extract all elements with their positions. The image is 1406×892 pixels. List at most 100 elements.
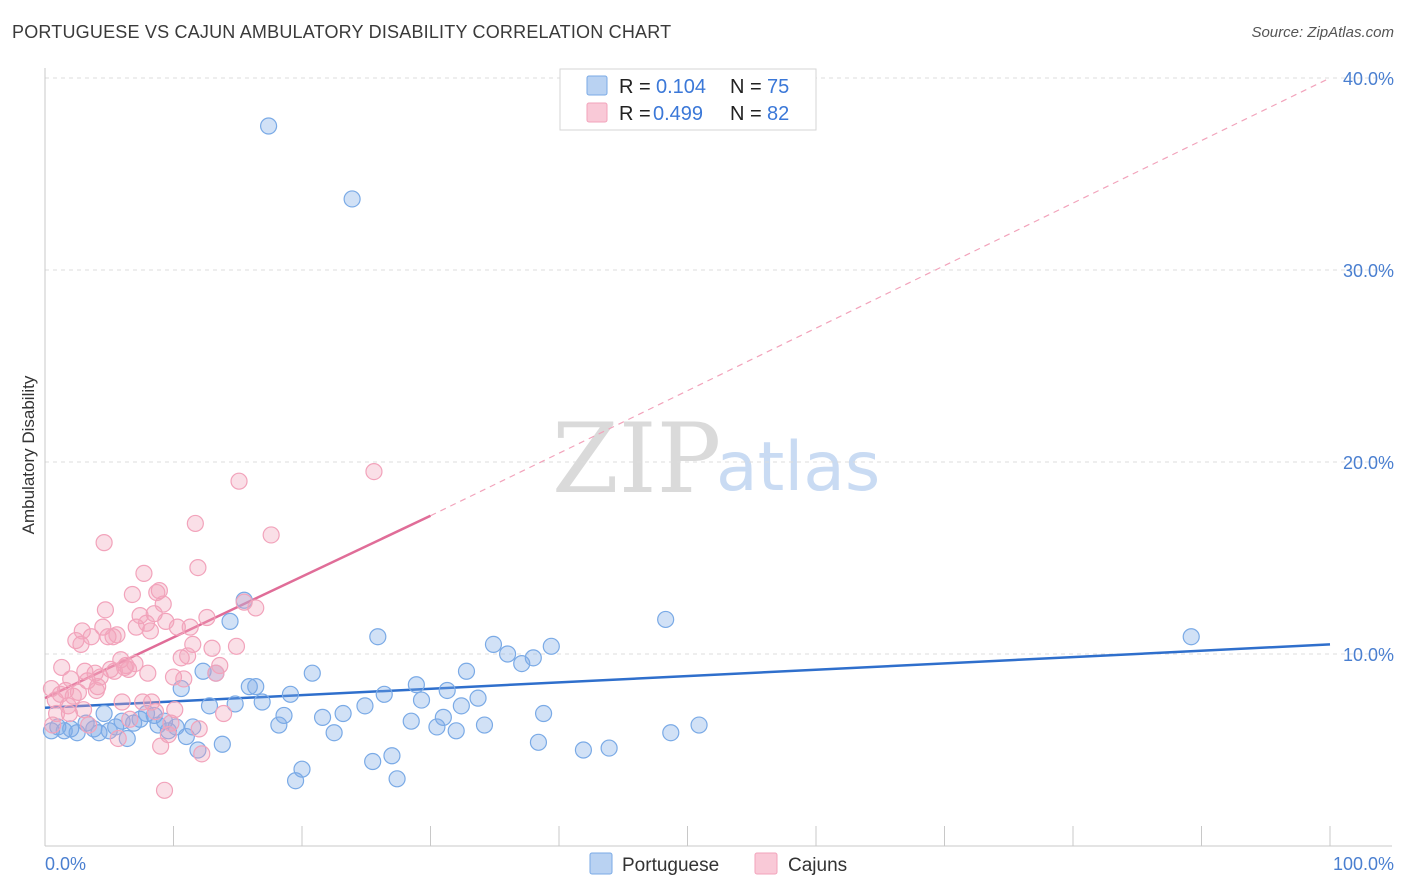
- point-portuguese-74: [690, 716, 708, 734]
- point-cajuns-65: [121, 710, 139, 728]
- legend-r-value-portuguese: 0.104: [656, 76, 706, 98]
- point-portuguese-0: [259, 117, 278, 135]
- point-cajuns-71: [155, 781, 174, 799]
- point-cajuns-35: [150, 582, 168, 600]
- point-cajuns-39: [162, 714, 180, 732]
- point-portuguese-49: [375, 685, 393, 703]
- point-cajuns-61: [59, 697, 77, 715]
- y-tick-label-40: 40.0%: [1343, 69, 1394, 89]
- point-portuguese-54: [412, 691, 431, 709]
- legend-n-label-cajuns: N =: [730, 103, 762, 125]
- point-portuguese-34: [240, 678, 258, 696]
- point-cajuns-43: [175, 670, 193, 688]
- point-cajuns-73: [87, 681, 106, 700]
- point-portuguese-53: [407, 676, 425, 694]
- y-tick-label-30: 30.0%: [1343, 261, 1394, 281]
- point-cajuns-67: [134, 693, 152, 711]
- point-cajuns-80: [190, 720, 208, 738]
- point-portuguese-27: [194, 662, 212, 680]
- point-cajuns-27: [123, 585, 141, 604]
- legend-r-label-cajuns: R =: [619, 103, 651, 125]
- point-portuguese-67: [529, 733, 548, 751]
- bottom-legend-label-cajuns: Cajuns: [788, 855, 847, 876]
- gridlines: [45, 77, 1392, 655]
- point-cajuns-14: [82, 628, 100, 646]
- point-portuguese-37: [270, 716, 288, 734]
- point-cajuns-57: [247, 599, 265, 617]
- x-tick-label-max: 100.0%: [1333, 854, 1394, 874]
- point-cajuns-9: [62, 670, 80, 688]
- point-cajuns-81: [211, 656, 229, 675]
- point-cajuns-78: [146, 702, 165, 721]
- point-portuguese-24: [177, 727, 195, 746]
- point-portuguese-10: [95, 704, 113, 723]
- y-axis-label: Ambulatory Disability: [19, 375, 38, 534]
- point-cajuns-41: [168, 618, 186, 636]
- point-portuguese-46: [356, 697, 374, 715]
- point-cajuns-48: [189, 558, 207, 577]
- point-cajuns-8: [53, 658, 71, 677]
- legend-swatch-cajuns: [586, 102, 608, 123]
- point-portuguese-70: [574, 741, 593, 759]
- trend-extension-cajuns: [430, 77, 1331, 517]
- point-cajuns-47: [186, 514, 204, 533]
- point-cajuns-49: [193, 745, 211, 763]
- point-cajuns-30: [135, 564, 153, 582]
- point-cajuns-6: [69, 683, 88, 702]
- point-portuguese-75: [1182, 628, 1200, 646]
- series-legend: Portuguese Cajuns: [589, 852, 847, 876]
- point-cajuns-74: [74, 701, 93, 719]
- point-cajuns-59: [365, 463, 383, 481]
- point-cajuns-32: [141, 622, 159, 640]
- point-portuguese-61: [469, 689, 487, 707]
- point-portuguese-14: [118, 729, 136, 748]
- point-portuguese-36: [253, 693, 271, 711]
- point-portuguese-41: [293, 760, 311, 778]
- axes: 10.0% 20.0% 30.0% 40.0% 0.0% 100.0%: [44, 68, 1394, 874]
- point-portuguese-50: [383, 747, 401, 765]
- watermark-atlas: atlas: [716, 428, 880, 507]
- point-portuguese-30: [213, 735, 231, 753]
- point-portuguese-58: [447, 722, 465, 740]
- point-portuguese-69: [542, 637, 560, 655]
- point-portuguese-63: [484, 635, 503, 654]
- point-cajuns-12: [76, 662, 94, 680]
- point-cajuns-69: [143, 693, 161, 711]
- point-cajuns-62: [80, 716, 98, 734]
- y-tick-label-10: 10.0%: [1343, 645, 1394, 665]
- point-portuguese-56: [434, 708, 452, 726]
- point-portuguese-1: [343, 190, 361, 208]
- point-cajuns-54: [227, 637, 246, 655]
- point-cajuns-40: [164, 668, 183, 686]
- point-cajuns-36: [154, 595, 172, 613]
- point-cajuns-64: [113, 693, 131, 711]
- point-cajuns-70: [152, 737, 170, 755]
- legend-r-value-cajuns: 0.499: [653, 103, 703, 125]
- point-portuguese-59: [452, 697, 470, 715]
- point-portuguese-68: [534, 704, 553, 723]
- point-portuguese-28: [200, 697, 219, 715]
- point-cajuns-45: [181, 618, 199, 636]
- x-tick-label-min: 0.0%: [45, 854, 86, 874]
- point-cajuns-75: [73, 622, 91, 640]
- point-portuguese-64: [499, 645, 517, 663]
- point-portuguese-35: [247, 678, 265, 696]
- point-cajuns-19: [96, 601, 114, 619]
- point-cajuns-23: [108, 626, 126, 644]
- point-cajuns-55: [230, 472, 248, 490]
- watermark-zip: ZIP: [552, 403, 721, 515]
- point-portuguese-57: [438, 681, 456, 700]
- point-cajuns-51: [203, 639, 221, 657]
- point-portuguese-25: [184, 718, 202, 736]
- point-portuguese-66: [524, 649, 542, 667]
- point-portuguese-38: [275, 706, 293, 725]
- point-cajuns-76: [95, 534, 113, 552]
- y-tick-label-20: 20.0%: [1343, 453, 1394, 473]
- point-portuguese-32: [226, 695, 244, 713]
- point-cajuns-79: [166, 701, 184, 719]
- point-cajuns-46: [184, 635, 202, 654]
- point-portuguese-62: [475, 716, 494, 734]
- legend-n-value-portuguese: 75: [767, 76, 789, 98]
- point-cajuns-63: [109, 729, 127, 748]
